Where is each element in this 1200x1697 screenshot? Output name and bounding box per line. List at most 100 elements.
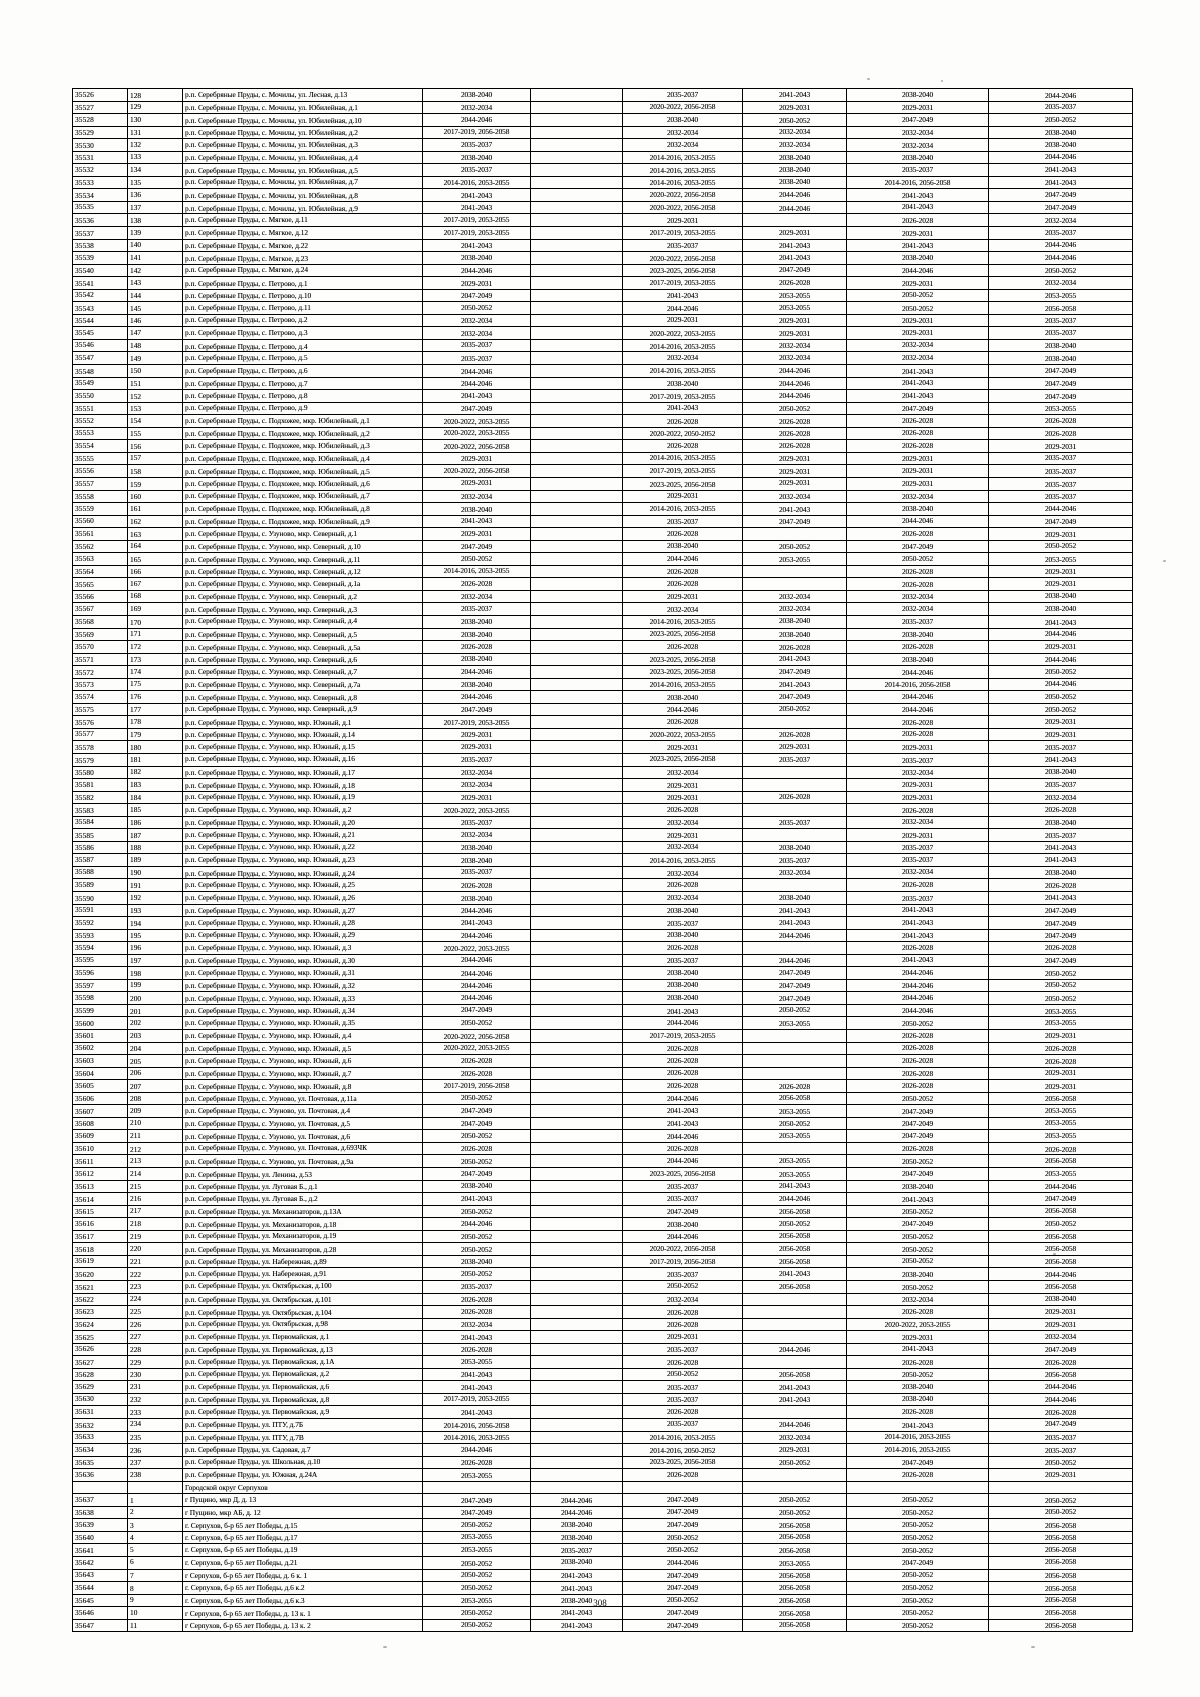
cell-id: 35527 bbox=[72, 100, 128, 115]
cell-period-2 bbox=[530, 665, 623, 679]
cell-period-3: 2035-2037 bbox=[622, 1342, 743, 1357]
cell-period-1: 2014-2016, 2056-2058 bbox=[422, 1417, 531, 1432]
cell-period-2 bbox=[530, 351, 623, 366]
cell-period-6: 2056-2058 bbox=[988, 1091, 1133, 1106]
cell-period-4: 2032-2034 bbox=[742, 351, 847, 366]
cell-period-4: 2029-2031 bbox=[742, 740, 847, 754]
cell-period-4: 2050-2052 bbox=[742, 401, 847, 416]
cell-period-3: 2014-2016, 2053-2055 bbox=[622, 677, 743, 692]
cell-period-1: 2044-2046 bbox=[422, 1443, 531, 1457]
cell-period-5: 2050-2052 bbox=[846, 1154, 989, 1169]
cell-id: 35596 bbox=[72, 966, 128, 980]
cell-period-2 bbox=[530, 364, 623, 378]
cell-address: р.п. Серебряные Пруды, с. Подхожее, мкр.… bbox=[182, 414, 423, 428]
table-row: 35611 213 р.п. Серебряные Пруды, с. Узунов… bbox=[72, 1154, 1133, 1169]
cell-address: р.п. Серебряные Пруды, с. Узуново, мкр. … bbox=[182, 953, 423, 968]
cell-id: 35541 bbox=[72, 276, 128, 290]
cell-period-1: 2044-2046 bbox=[422, 966, 531, 980]
cell-period-5: 2035-2037 bbox=[846, 891, 989, 905]
table-row: 35533 135 р.п. Серебряные Пруды, с. Мочилы… bbox=[72, 175, 1133, 190]
cell-period-2 bbox=[530, 677, 623, 692]
cell-period-5: 2041-2043 bbox=[846, 1192, 989, 1206]
cell-period-1: 2035-2037 bbox=[422, 338, 531, 353]
table-body: 35526 128 р.п. Серебряные Пруды, с. Мочилы… bbox=[72, 88, 1133, 1633]
cell-period-1: 2026-2028 bbox=[422, 1342, 531, 1357]
cell-period-2 bbox=[530, 238, 623, 253]
cell-id: 35629 bbox=[72, 1380, 128, 1394]
cell-index: 160 bbox=[127, 489, 183, 504]
cell-period-3: 2026-2028 bbox=[622, 941, 743, 955]
cell-period-3: 2026-2028 bbox=[622, 1041, 743, 1056]
cell-period-5: 2050-2052 bbox=[846, 1367, 989, 1382]
cell-period-5: 2029-2031 bbox=[846, 790, 989, 805]
cell-period-6: 2050-2052 bbox=[988, 978, 1133, 993]
table-row: 35555 157 р.п. Серебряные Пруды, с. Подхож… bbox=[72, 451, 1133, 466]
table-row: 35592 194 р.п. Серебряные Пруды, с. Узунов… bbox=[72, 916, 1133, 930]
cell-period-6: 2041-2043 bbox=[988, 853, 1133, 867]
cell-id: 35638 bbox=[72, 1505, 128, 1520]
cell-period-4: 2047-2049 bbox=[742, 966, 847, 980]
cell-period-4 bbox=[742, 213, 847, 227]
table-row: 35610 212 р.п. Серебряные Пруды, с. Узунов… bbox=[72, 1141, 1133, 1156]
cell-address: р.п. Серебряные Пруды, ул. Набережная, д… bbox=[182, 1267, 423, 1281]
cell-index: 138 bbox=[127, 213, 183, 227]
cell-period-2 bbox=[530, 1367, 623, 1382]
cell-period-2 bbox=[530, 527, 623, 541]
cell-id: 35553 bbox=[72, 426, 128, 441]
cell-period-2 bbox=[530, 389, 623, 403]
cell-period-6: 2035-2037 bbox=[988, 313, 1133, 328]
cell-period-6: 2044-2046 bbox=[988, 1392, 1133, 1407]
cell-period-2 bbox=[530, 1016, 623, 1030]
cell-period-4: 2056-2058 bbox=[742, 1606, 847, 1620]
cell-index: 134 bbox=[127, 163, 183, 177]
cell-period-2 bbox=[530, 1192, 623, 1206]
table-row: 35635 237 р.п. Серебряные Пруды, ул. Школь… bbox=[72, 1455, 1133, 1470]
table-row: 35636 238 р.п. Серебряные Пруды, ул. Южная… bbox=[72, 1468, 1133, 1482]
cell-period-1: 2014-2016, 2053-2055 bbox=[422, 175, 531, 190]
cell-period-2 bbox=[530, 401, 623, 416]
cell-address: р.п. Серебряные Пруды, с. Подхожее, мкр.… bbox=[182, 514, 423, 529]
cell-address: р.п. Серебряные Пруды, ул. Октябрьская, … bbox=[182, 1305, 423, 1319]
cell-period-2 bbox=[530, 652, 623, 667]
cell-period-5: 2029-2031 bbox=[846, 828, 989, 842]
cell-index: 5 bbox=[127, 1543, 183, 1557]
cell-period-3: 2035-2037 bbox=[622, 88, 743, 102]
cell-period-2 bbox=[530, 1129, 623, 1143]
cell-index: 4 bbox=[127, 1530, 183, 1545]
table-row: 35552 154 р.п. Серебряные Пруды, с. Подхож… bbox=[72, 414, 1133, 428]
cell-period-6: 2044-2046 bbox=[988, 88, 1133, 102]
cell-index: 214 bbox=[127, 1167, 183, 1181]
cell-period-6: 2050-2052 bbox=[988, 1217, 1133, 1231]
table-row: 35571 173 р.п. Серебряные Пруды, с. Узунов… bbox=[72, 652, 1133, 667]
cell-period-6: 2053-2055 bbox=[988, 552, 1133, 566]
cell-period-5: 2050-2052 bbox=[846, 1581, 989, 1595]
cell-index: 219 bbox=[127, 1229, 183, 1244]
cell-period-1: 2038-2040 bbox=[422, 502, 531, 516]
cell-period-6: 2050-2052 bbox=[988, 539, 1133, 554]
cell-period-1: 2038-2040 bbox=[422, 614, 531, 629]
cell-period-1: 2026-2028 bbox=[422, 1054, 531, 1068]
cell-period-2 bbox=[530, 1330, 623, 1344]
table-row: 35541 143 р.п. Серебряные Пруды, с. Петров… bbox=[72, 276, 1133, 290]
cell-address: р.п. Серебряные Пруды, с. Узуново, мкр. … bbox=[182, 928, 423, 943]
cell-address: р.п. Серебряные Пруды, с. Узуново, мкр. … bbox=[182, 564, 423, 579]
cell-period-1: 2044-2046 bbox=[422, 690, 531, 704]
cell-address: р.п. Серебряные Пруды, с. Узуново, мкр. … bbox=[182, 740, 423, 754]
cell-period-3: 2038-2040 bbox=[622, 991, 743, 1005]
cell-period-1: 2047-2049 bbox=[422, 1116, 531, 1131]
cell-index: 208 bbox=[127, 1091, 183, 1106]
table-row: 35550 152 р.п. Серебряные Пруды, с. Петров… bbox=[72, 389, 1133, 403]
cell-period-6: 2032-2034 bbox=[988, 790, 1133, 805]
cell-period-5: 2038-2040 bbox=[846, 627, 989, 642]
cell-period-5: 2047-2049 bbox=[846, 401, 989, 416]
cell-id: 35549 bbox=[72, 376, 128, 391]
cell-period-6: 2050-2052 bbox=[988, 665, 1133, 679]
cell-index: 181 bbox=[127, 753, 183, 767]
table-row: 35631 233 р.п. Серебряные Пруды, ул. Перво… bbox=[72, 1405, 1133, 1419]
cell-period-6: 2041-2043 bbox=[988, 163, 1133, 177]
table-row: 35599 201 р.п. Серебряные Пруды, с. Узунов… bbox=[72, 1003, 1133, 1018]
table-row: 35641 5 г. Серпухов, б-р 65 лет Победы, д.… bbox=[72, 1543, 1133, 1557]
cell-period-6: 2026-2028 bbox=[988, 414, 1133, 428]
cell-id: 35586 bbox=[72, 840, 128, 855]
cell-id: 35576 bbox=[72, 715, 128, 729]
